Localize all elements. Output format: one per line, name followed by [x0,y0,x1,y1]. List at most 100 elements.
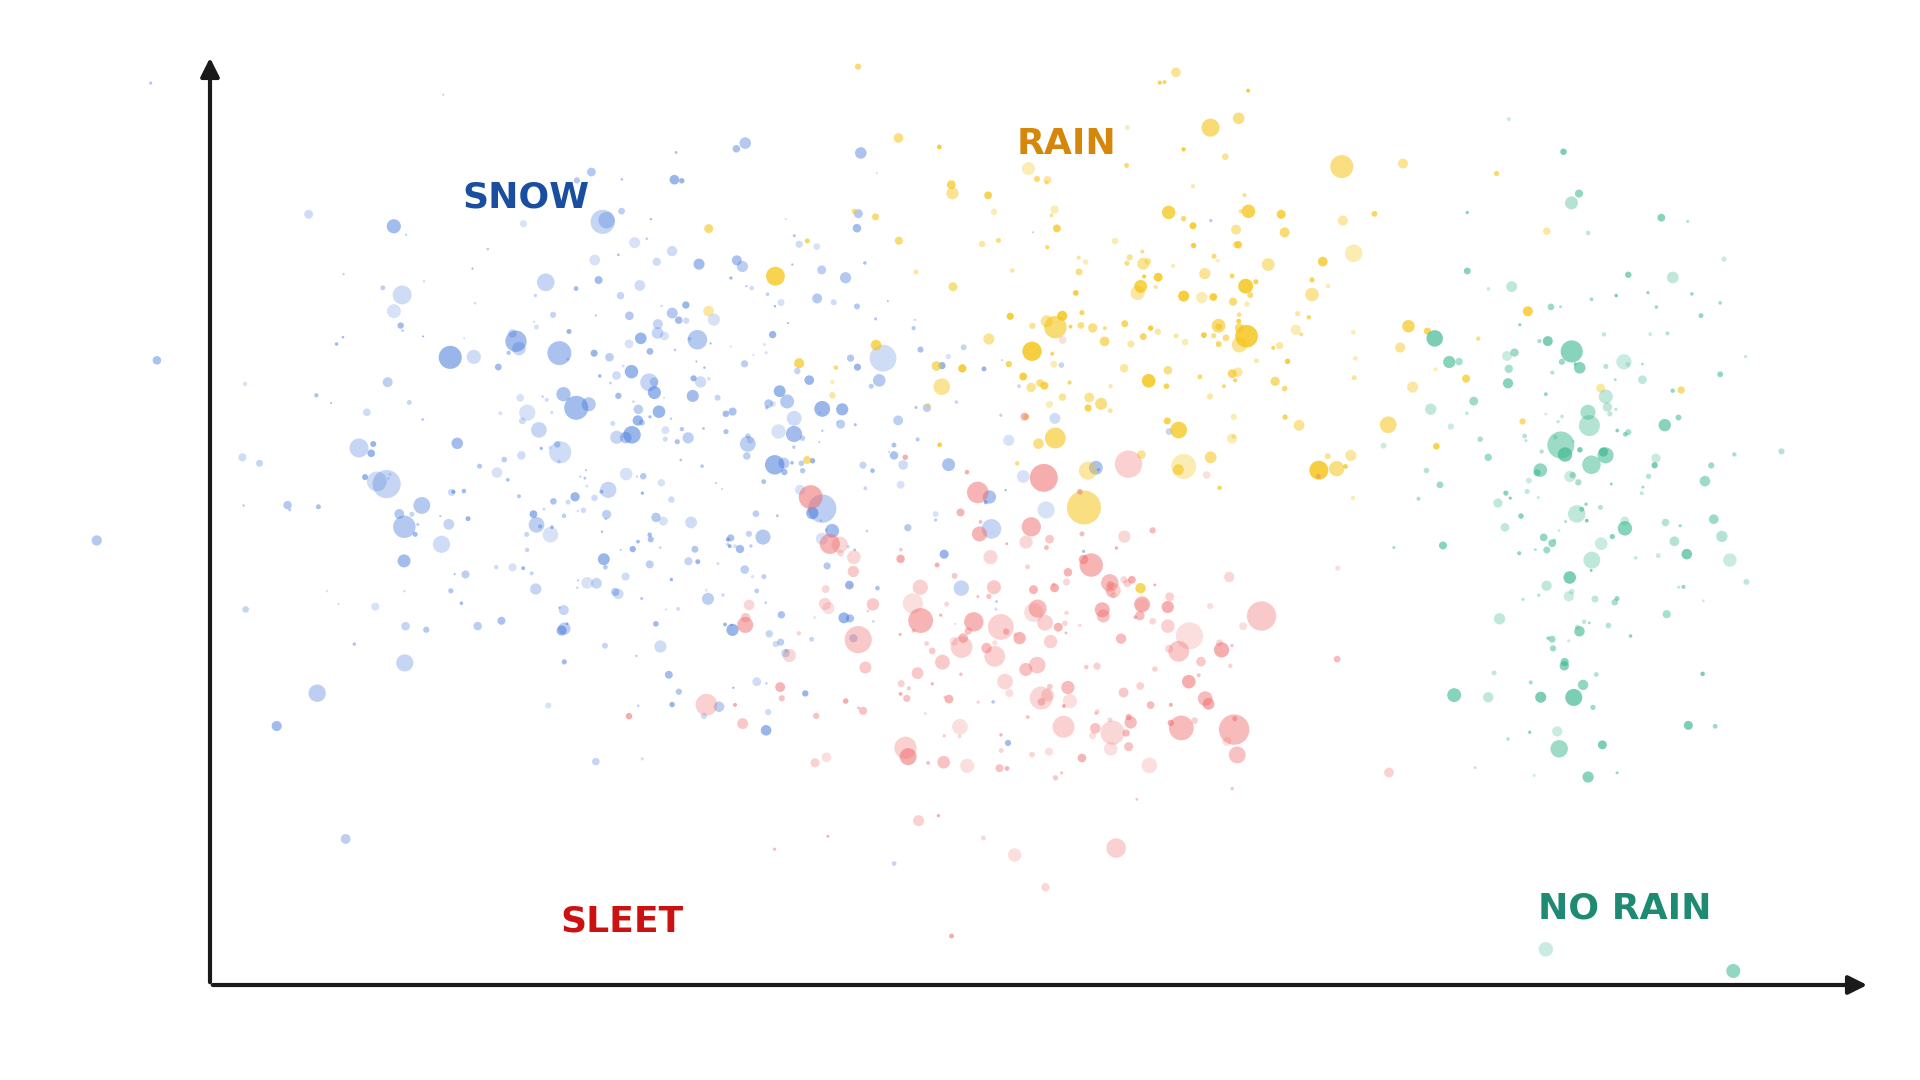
Point [1544,413,1574,430]
Point [1240,352,1271,369]
Point [482,464,513,482]
Point [1016,518,1046,536]
Point [580,753,611,770]
Point [660,341,691,359]
Point [952,622,983,639]
Point [390,518,420,536]
Point [674,553,705,570]
Point [620,234,651,252]
Point [1555,194,1586,212]
Point [860,337,891,354]
Point [407,497,438,514]
Point [952,757,983,774]
Point [520,287,551,305]
Point [605,287,636,305]
Point [1548,144,1578,161]
Point [756,326,787,343]
Point [1012,708,1043,726]
Point [543,345,574,362]
Point [1590,447,1620,464]
Point [937,928,968,945]
Point [1100,539,1131,556]
Point [995,685,1025,702]
Point [261,717,292,734]
Point [885,476,916,494]
Point [244,455,275,472]
Point [1394,318,1425,335]
Point [605,541,636,558]
Point [1152,598,1183,616]
Point [1025,375,1056,392]
Point [1112,119,1142,136]
Point [1231,327,1261,345]
Point [1050,605,1081,622]
Point [843,700,874,717]
Point [1494,360,1524,377]
Point [937,279,968,296]
Point [1563,474,1594,491]
Point [603,585,634,603]
Point [1642,298,1672,315]
Point [1048,718,1079,735]
Point [718,403,749,420]
Point [1571,512,1601,529]
Point [710,405,741,422]
Point [1152,413,1183,430]
Point [1125,677,1156,694]
Point [1590,388,1620,405]
Point [1463,330,1494,348]
Point [899,311,929,328]
Point [1098,582,1129,599]
Point [708,586,739,604]
Point [1233,203,1263,220]
Point [647,297,678,314]
Point [1657,269,1688,286]
Point [530,273,561,291]
Point [568,502,599,519]
Point [1576,552,1607,569]
Point [1035,633,1066,650]
Point [1668,578,1699,595]
Point [1035,678,1066,696]
Point [641,253,672,270]
Point [651,600,682,618]
Point [664,683,695,700]
Point [549,508,580,525]
Point [1411,462,1442,480]
Point [837,630,868,647]
Point [712,536,743,553]
Point [1144,75,1175,92]
Point [1686,307,1716,324]
Point [1196,212,1227,229]
Point [741,505,772,523]
Point [1188,326,1219,343]
Point [985,619,1016,636]
Point [1023,435,1054,453]
Point [820,359,851,376]
Point [1484,610,1515,627]
Point [311,582,342,599]
Point [1478,664,1509,681]
Point [1321,460,1352,477]
Point [1659,532,1690,550]
Point [614,307,645,324]
Point [1100,232,1131,249]
Point [1553,588,1584,605]
Point [486,612,516,630]
Point [883,130,914,147]
Point [1198,247,1229,265]
Point [1121,791,1152,808]
Point [829,692,860,710]
Point [1129,268,1160,285]
Point [781,363,812,380]
Point [849,254,879,271]
Point [588,213,618,230]
Point [975,549,1006,566]
Point [618,540,649,557]
Point [1087,395,1117,413]
Point [1033,743,1064,760]
Point [885,686,916,703]
Point [1492,375,1523,392]
Point [1594,405,1624,422]
Point [666,172,697,189]
